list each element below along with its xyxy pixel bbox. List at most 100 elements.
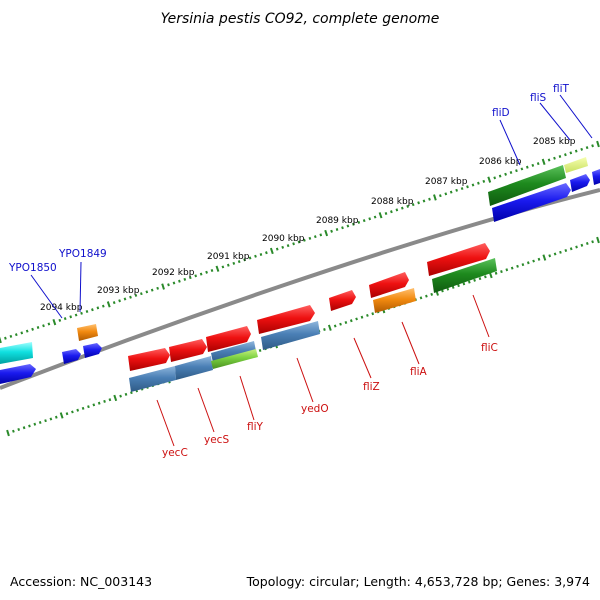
label-ypo1850[interactable]: YPO1850 bbox=[8, 262, 57, 274]
track-tick bbox=[339, 322, 342, 326]
track-tick bbox=[462, 282, 466, 286]
kbp-tick-labels: 2094 kbp 2093 kbp 2092 kbp 2091 kbp 2090… bbox=[40, 137, 576, 313]
gene-blue-fliS[interactable] bbox=[492, 183, 571, 222]
track-tick bbox=[269, 247, 274, 255]
gene-steel-yecC[interactable] bbox=[129, 366, 176, 392]
track-tick bbox=[498, 174, 502, 178]
track-tick bbox=[172, 281, 176, 285]
label-yecC[interactable]: yecC bbox=[162, 447, 188, 459]
track-tick bbox=[378, 212, 383, 219]
forward-genes bbox=[0, 157, 600, 384]
track-tick bbox=[92, 403, 96, 407]
reverse-genes bbox=[129, 258, 497, 392]
track-tick bbox=[446, 287, 450, 291]
track-tick bbox=[477, 181, 480, 185]
track-tick bbox=[96, 306, 100, 310]
label-fliT[interactable]: fliT bbox=[553, 83, 570, 95]
track-tick bbox=[585, 241, 589, 246]
track-tick bbox=[232, 261, 236, 265]
gene-blue-ypo1849[interactable] bbox=[62, 349, 81, 364]
track-tick bbox=[150, 288, 154, 292]
label-ypo1849[interactable]: YPO1849 bbox=[58, 248, 107, 260]
track-tick bbox=[362, 219, 366, 223]
track-tick bbox=[188, 276, 192, 280]
track-tick bbox=[346, 224, 350, 228]
track-tick bbox=[509, 170, 513, 175]
gene-fliS[interactable] bbox=[564, 157, 588, 173]
label-yecS[interactable]: yecS bbox=[204, 434, 229, 446]
track-tick bbox=[124, 392, 128, 396]
track-tick bbox=[20, 331, 24, 335]
label-yedO[interactable]: yedO bbox=[301, 403, 329, 415]
track-tick bbox=[525, 165, 529, 169]
label-fliZ[interactable]: fliZ bbox=[363, 381, 380, 393]
track-tick bbox=[494, 271, 498, 275]
gene-fliZ[interactable] bbox=[329, 290, 356, 311]
track-tick bbox=[205, 270, 208, 274]
gene-fliD[interactable] bbox=[488, 165, 566, 206]
gene-orange-fliA[interactable] bbox=[373, 288, 416, 313]
track-tick bbox=[460, 187, 464, 191]
leader-fliS bbox=[539, 102, 571, 141]
track-tick bbox=[178, 279, 181, 283]
gene-fliC[interactable] bbox=[427, 243, 490, 276]
label-fliS[interactable]: fliS bbox=[530, 92, 547, 104]
track-tick bbox=[428, 197, 431, 201]
gene-orange[interactable] bbox=[77, 324, 98, 341]
track-tick bbox=[6, 429, 10, 437]
track-tick bbox=[80, 311, 83, 315]
track-tick bbox=[366, 313, 369, 317]
track-tick bbox=[313, 235, 317, 239]
track-tick bbox=[384, 211, 388, 216]
genome-summary-text: Topology: circular; Length: 4,653,728 bp… bbox=[246, 574, 590, 589]
track-tick bbox=[536, 162, 540, 166]
track-tick bbox=[406, 204, 410, 208]
track-tick bbox=[194, 274, 198, 278]
gene-blue-fliT[interactable] bbox=[570, 174, 590, 192]
track-tick bbox=[547, 158, 551, 162]
track-tick bbox=[210, 268, 214, 273]
label-fliY[interactable]: fliY bbox=[247, 421, 264, 433]
track-tick bbox=[101, 304, 105, 308]
track-tick bbox=[319, 233, 323, 237]
track-tick bbox=[28, 424, 31, 428]
gene-yecC[interactable] bbox=[128, 348, 170, 371]
track-tick bbox=[44, 419, 47, 423]
track-tick bbox=[433, 194, 437, 201]
track-tick bbox=[439, 194, 442, 198]
label-fliA[interactable]: fliA bbox=[410, 366, 428, 378]
tick-2093: 2093 kbp bbox=[97, 286, 140, 296]
track-tick bbox=[553, 252, 557, 256]
label-fliD[interactable]: fliD bbox=[492, 107, 510, 119]
track-tick bbox=[286, 244, 290, 248]
gene-lime-fliY[interactable] bbox=[211, 349, 258, 369]
track-tick bbox=[368, 217, 372, 221]
track-tick bbox=[323, 328, 326, 331]
label-fliC[interactable]: fliC bbox=[481, 342, 498, 354]
label-leaders bbox=[30, 94, 593, 447]
gene-yedO[interactable] bbox=[257, 305, 315, 334]
leader-fliY bbox=[239, 375, 255, 421]
track-tick bbox=[119, 394, 122, 398]
gene-fliA[interactable] bbox=[369, 272, 409, 298]
track-tick bbox=[357, 220, 361, 224]
track-tick bbox=[237, 260, 241, 264]
gene-fliY[interactable] bbox=[206, 326, 251, 352]
track-tick bbox=[108, 398, 112, 402]
gene-steel-fliY[interactable] bbox=[211, 341, 256, 363]
track-tick bbox=[455, 188, 458, 192]
track-tick bbox=[59, 412, 64, 419]
gene-blue-end[interactable] bbox=[592, 169, 600, 185]
gene-cyan[interactable] bbox=[0, 342, 33, 364]
track-tick bbox=[371, 312, 375, 316]
track-tick bbox=[574, 149, 578, 153]
gene-steel-yecS[interactable] bbox=[175, 356, 213, 380]
gene-green-fliC[interactable] bbox=[432, 258, 497, 293]
gene-steel-yedO[interactable] bbox=[261, 321, 320, 350]
track-tick bbox=[31, 327, 34, 331]
gene-blue[interactable] bbox=[83, 343, 102, 358]
gene-blue-ypo1850[interactable] bbox=[0, 364, 36, 384]
gene-yecS[interactable] bbox=[169, 339, 207, 362]
track-tick bbox=[248, 256, 252, 260]
track-tick bbox=[482, 179, 486, 183]
